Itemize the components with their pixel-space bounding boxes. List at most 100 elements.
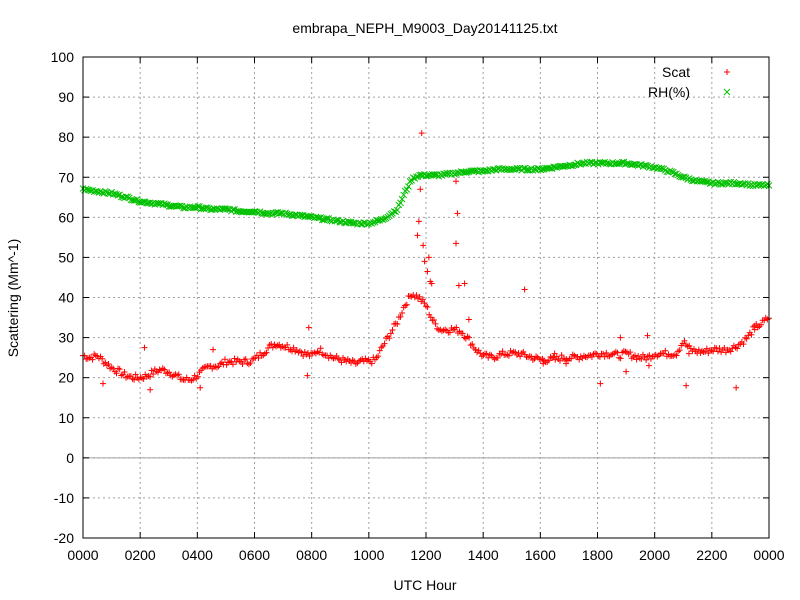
- scat-point: [601, 353, 608, 360]
- scat-point: [662, 347, 669, 354]
- scat-point: [576, 356, 583, 363]
- scat-point-outlier: [141, 344, 148, 351]
- scat-point: [300, 353, 307, 360]
- scat-point: [734, 345, 741, 352]
- rh-point: [140, 198, 147, 205]
- scat-point: [486, 351, 493, 358]
- y-tick-label: 90: [58, 89, 74, 105]
- scat-point: [628, 355, 635, 362]
- scat-point: [394, 320, 401, 327]
- scat-point: [175, 371, 182, 378]
- y-tick-label: -20: [54, 530, 74, 546]
- rh-point: [315, 214, 323, 222]
- series-rh: [79, 158, 773, 228]
- legend-marker: [724, 69, 730, 75]
- scat-point: [695, 346, 702, 353]
- scat-point: [89, 356, 96, 363]
- scat-point: [638, 355, 645, 362]
- scat-point: [276, 341, 283, 348]
- scat-point: [552, 356, 559, 363]
- rh-point: [381, 215, 388, 223]
- y-tick-label: 30: [58, 330, 74, 346]
- rh-point: [333, 217, 341, 224]
- scat-point: [545, 357, 552, 364]
- rh-point: [369, 219, 377, 226]
- scat-point: [494, 354, 501, 361]
- scat-point: [413, 292, 420, 299]
- scat-point: [255, 355, 262, 362]
- x-tick-label: 2000: [639, 547, 670, 563]
- rh-point: [571, 161, 578, 169]
- y-tick-label: 0: [66, 450, 74, 466]
- scat-point-outlier: [425, 254, 432, 261]
- scat-point: [194, 373, 201, 380]
- scat-point: [207, 362, 214, 369]
- scat-point: [166, 369, 173, 376]
- scat-point: [416, 293, 423, 300]
- x-tick-label: 0200: [125, 547, 156, 563]
- scat-point: [113, 370, 120, 377]
- scat-point: [512, 349, 519, 356]
- x-axis-label: UTC Hour: [393, 577, 456, 593]
- scat-point-outlier: [563, 360, 570, 367]
- scat-point: [748, 331, 755, 338]
- y-axis-label: Scattering (Mm^-1): [5, 239, 21, 358]
- rh-point: [703, 178, 711, 186]
- scat-point: [571, 352, 578, 359]
- scat-point: [84, 355, 91, 362]
- scat-point: [217, 360, 224, 367]
- rh-point: [534, 164, 542, 172]
- x-tick-label: 1600: [525, 547, 556, 563]
- scat-point: [683, 341, 690, 348]
- scat-point-outlier: [521, 286, 528, 293]
- y-tick-label: -10: [54, 490, 74, 506]
- scat-point: [201, 364, 208, 371]
- scat-point-outlier: [427, 278, 434, 285]
- scat-point: [250, 355, 257, 362]
- scat-point: [525, 354, 532, 361]
- y-tick-label: 10: [58, 410, 74, 426]
- scat-point: [140, 375, 147, 382]
- scat-point: [714, 348, 721, 355]
- scat-point: [147, 373, 154, 380]
- scat-point-outlier: [453, 240, 460, 247]
- scat-point: [116, 366, 123, 373]
- scat-point-outlier: [623, 368, 630, 375]
- scat-point: [505, 352, 512, 359]
- scat-point-outlier: [454, 210, 461, 217]
- scat-point: [529, 356, 536, 363]
- rh-point: [606, 160, 613, 168]
- scat-point: [758, 321, 765, 328]
- scat-point: [99, 355, 106, 362]
- scat-point: [702, 348, 709, 355]
- scat-point: [686, 342, 693, 349]
- x-tick-label: 1800: [582, 547, 613, 563]
- rh-point: [191, 204, 199, 212]
- scat-point: [631, 352, 638, 359]
- rh-point: [397, 199, 404, 207]
- scat-point-outlier: [453, 178, 460, 185]
- rh-point: [666, 167, 674, 175]
- scat-point: [139, 375, 146, 382]
- y-tick-label: 60: [58, 209, 74, 225]
- rh-point: [413, 173, 420, 181]
- scat-point-outlier: [420, 242, 427, 249]
- scat-point: [115, 365, 122, 372]
- rh-point: [513, 164, 521, 172]
- scat-point: [214, 364, 221, 371]
- scat-point: [459, 330, 466, 337]
- rh-point: [714, 178, 722, 186]
- scat-point: [520, 348, 527, 355]
- scat-point: [617, 355, 624, 362]
- series-scat: [80, 130, 772, 393]
- x-tick-label: 1400: [468, 547, 499, 563]
- y-tick-label: 20: [58, 370, 74, 386]
- scat-point-outlier: [597, 380, 604, 387]
- scat-point: [616, 354, 623, 361]
- legend-label: Scat: [662, 64, 690, 80]
- rh-point: [162, 201, 170, 208]
- scat-point: [397, 313, 404, 320]
- scat-point: [743, 335, 750, 342]
- scat-point: [764, 316, 771, 323]
- scat-point-outlier: [751, 326, 758, 333]
